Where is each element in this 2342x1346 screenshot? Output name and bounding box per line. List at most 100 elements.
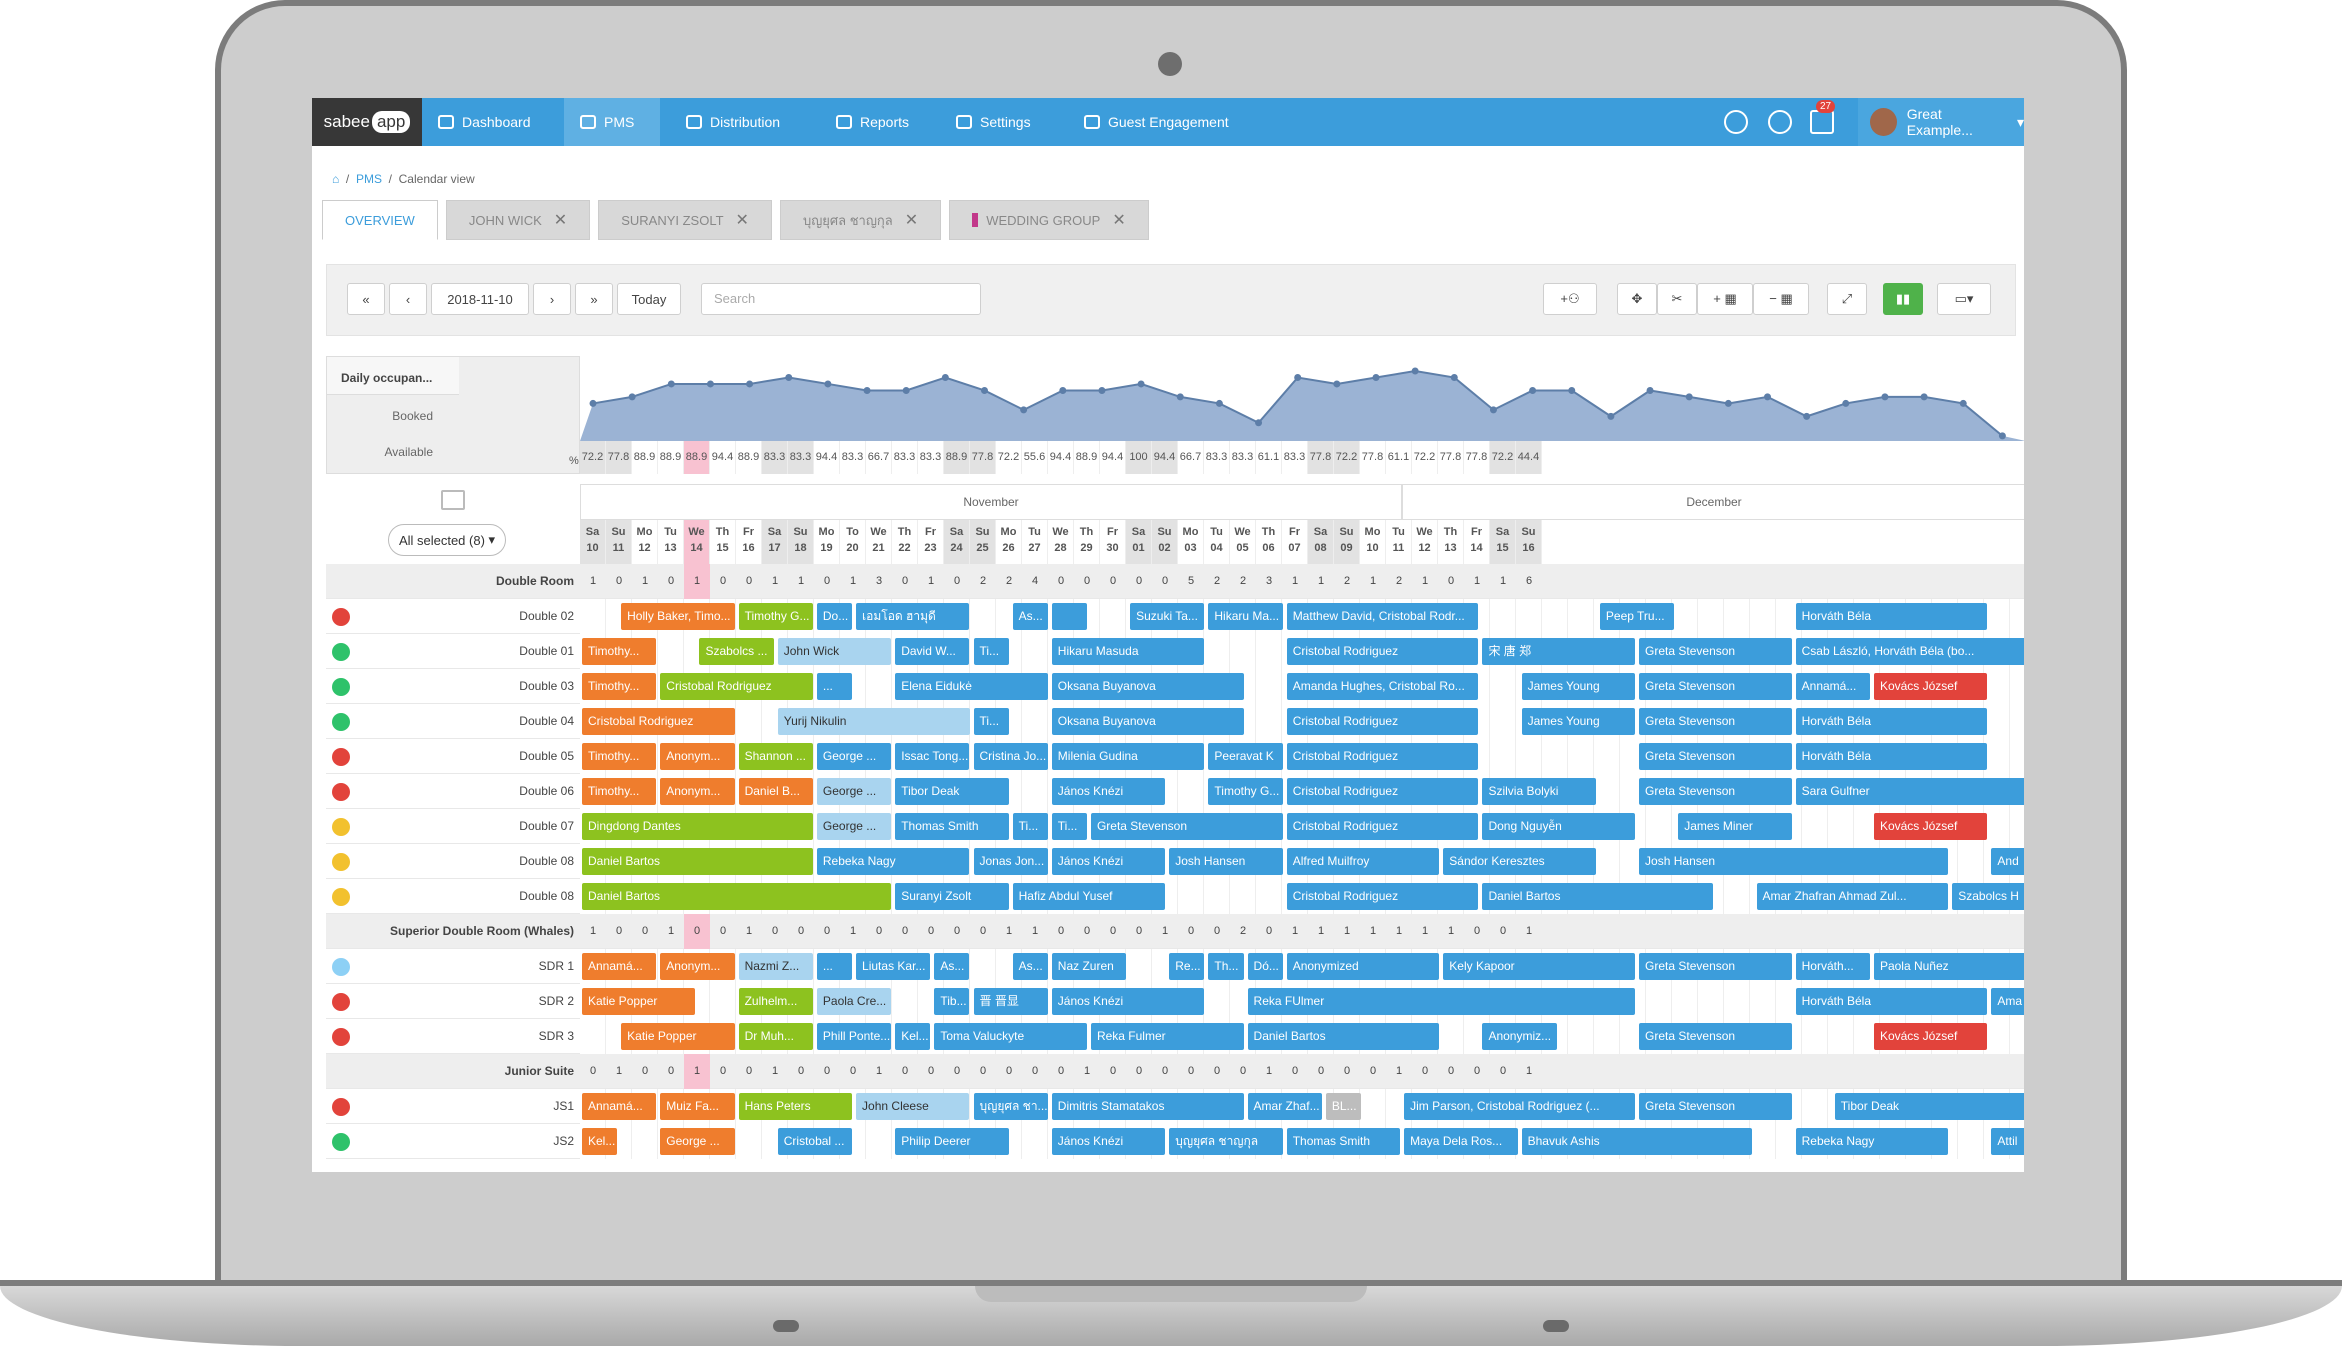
booking-bar[interactable]: Greta Stevenson xyxy=(1639,638,1792,665)
booking-bar[interactable]: Thomas Smith xyxy=(1286,1128,1401,1155)
close-icon[interactable]: ✕ xyxy=(904,212,919,229)
booking-bar[interactable]: Horváth... xyxy=(1795,953,1870,980)
room-status-icon[interactable] xyxy=(332,678,350,696)
booking-bar[interactable]: Bhavuk Ashis xyxy=(1521,1128,1753,1155)
breadcrumb-pms[interactable]: PMS xyxy=(355,172,382,186)
booking-lane[interactable]: Katie Popper Dr Muh... Phill Ponte... Kel..… xyxy=(580,1019,2024,1054)
booking-bar[interactable]: Daniel Bartos xyxy=(1482,883,1714,910)
booking-bar[interactable]: Dr Muh... xyxy=(738,1023,813,1050)
booking-bar[interactable]: Dó... xyxy=(1247,953,1283,980)
booking-bar[interactable]: Naz Zuren xyxy=(1051,953,1127,980)
room-status-icon[interactable] xyxy=(332,958,350,976)
tab-overview[interactable]: OVERVIEW xyxy=(322,200,438,240)
booking-bar[interactable]: Amar Zhaf... xyxy=(1247,1093,1322,1120)
booking-bar[interactable]: John Cleese xyxy=(856,1093,970,1120)
booking-bar[interactable]: Timothy... xyxy=(582,778,657,805)
booking-bar[interactable]: Liutas Kar... xyxy=(856,953,931,980)
first-page-icon[interactable]: « xyxy=(347,283,385,315)
booking-lane[interactable]: Holly Baker, Timo... Timothy G... Do... เอม… xyxy=(580,599,2024,634)
booking-lane[interactable]: Timothy... Szabolcs ... John Wick David W..… xyxy=(580,634,2024,669)
calendar-dropdown-icon[interactable]: ▭▾ xyxy=(1937,283,1991,315)
booking-bar[interactable]: Rebeka Nagy xyxy=(1795,1128,1949,1155)
nav-guest-engagement[interactable]: Guest Engagement xyxy=(1068,98,1248,146)
booking-bar[interactable]: Cristobal Rodriguez xyxy=(582,708,735,735)
booking-bar[interactable]: Do... xyxy=(816,603,853,630)
collapse-rows-icon[interactable]: − ▦ xyxy=(1753,283,1809,315)
booking-bar[interactable]: BL... xyxy=(1325,1093,1361,1120)
booking-bar[interactable]: Cristobal Rodriguez xyxy=(1286,743,1479,770)
booking-bar[interactable]: Anonymized xyxy=(1286,953,1440,980)
booking-bar[interactable]: Timothy G... xyxy=(1208,778,1283,805)
booking-bar[interactable]: János Knézi xyxy=(1051,778,1166,805)
booking-lane[interactable]: Timothy... Anonym... Daniel B... George ...… xyxy=(580,774,2024,809)
booking-bar[interactable]: Re... xyxy=(1169,953,1205,980)
booking-bar[interactable]: Toma Valuckyte xyxy=(934,1023,1087,1050)
booking-bar[interactable]: Szilvia Bolyki xyxy=(1482,778,1596,805)
booking-bar[interactable]: János Knézi xyxy=(1051,1128,1166,1155)
chart-toggle-icon[interactable]: ▮▮ xyxy=(1883,283,1923,315)
booking-bar[interactable]: Tibor Deak xyxy=(1834,1093,2024,1120)
booking-bar[interactable]: Yurij Nikulin xyxy=(777,708,970,735)
booking-bar[interactable]: Elena Eidukė xyxy=(895,673,1048,700)
booking-bar[interactable]: John Wick xyxy=(777,638,892,665)
expand-rows-icon[interactable]: + ▦ xyxy=(1697,283,1753,315)
booking-bar[interactable]: Kel... xyxy=(582,1128,618,1155)
notifications-icon[interactable] xyxy=(1810,110,1834,134)
booking-bar[interactable]: Kely Kapoor xyxy=(1443,953,1636,980)
booking-bar[interactable]: Hans Peters xyxy=(738,1093,853,1120)
close-icon[interactable]: ✕ xyxy=(553,212,568,229)
booking-bar[interactable]: Phill Ponte... xyxy=(816,1023,892,1050)
booking-bar[interactable]: David W... xyxy=(895,638,970,665)
booking-bar[interactable]: Peeravat K xyxy=(1208,743,1283,770)
room-status-icon[interactable] xyxy=(332,1028,350,1046)
booking-bar[interactable]: Cristobal Rodriguez xyxy=(1286,813,1479,840)
booking-bar[interactable]: บุญยุศล ชาญกุล xyxy=(1169,1128,1283,1155)
room-status-icon[interactable] xyxy=(332,643,350,661)
booking-bar[interactable]: Ti... xyxy=(1051,813,1087,840)
tab-suranyi-zsolt[interactable]: SURANYI ZSOLT ✕ xyxy=(598,200,772,240)
room-status-icon[interactable] xyxy=(332,783,350,801)
booking-bar[interactable]: Cristobal Rodriguez xyxy=(1286,638,1479,665)
booking-bar[interactable]: Philip Deerer xyxy=(895,1128,1009,1155)
room-status-icon[interactable] xyxy=(332,1098,350,1116)
booking-bar[interactable]: Oksana Buyanova xyxy=(1051,673,1244,700)
nav-dashboard[interactable]: Dashboard xyxy=(422,98,568,146)
booking-lane[interactable]: Timothy... Cristobal Rodriguez... Elena Ei… xyxy=(580,669,2024,704)
booking-bar[interactable]: Milenia Gudina xyxy=(1051,743,1205,770)
close-icon[interactable]: ✕ xyxy=(735,212,749,229)
occupancy-title[interactable]: Daily occupan... xyxy=(327,357,459,395)
search-input[interactable]: Search xyxy=(701,283,981,315)
booking-bar[interactable]: Timothy... xyxy=(582,638,657,665)
booking-bar[interactable]: As... xyxy=(1012,603,1048,630)
booking-bar[interactable]: Timothy G... xyxy=(738,603,813,630)
booking-bar[interactable]: เอมโอด ฮามุดี xyxy=(856,603,970,630)
booking-lane[interactable]: Katie Popper Zulhelm... Paola Cre... Tib...… xyxy=(580,984,2024,1019)
booking-bar[interactable]: Annamá... xyxy=(582,953,657,980)
booking-bar[interactable]: Daniel Bartos xyxy=(1247,1023,1440,1050)
add-icon[interactable] xyxy=(1768,110,1792,134)
booking-bar[interactable]: Issac Tong... xyxy=(895,743,970,770)
booking-bar[interactable]: Rebeka Nagy xyxy=(816,848,970,875)
booking-bar[interactable]: Suranyi Zsolt xyxy=(895,883,1009,910)
booking-bar[interactable]: James Young xyxy=(1521,673,1636,700)
booking-bar[interactable]: Katie Popper xyxy=(582,988,696,1015)
booking-bar[interactable]: Horváth Béla xyxy=(1795,988,1988,1015)
booking-bar[interactable]: Greta Stevenson xyxy=(1639,1023,1792,1050)
booking-bar[interactable]: Josh Hansen xyxy=(1169,848,1283,875)
room-status-icon[interactable] xyxy=(332,608,350,626)
booking-bar[interactable]: Peep Tru... xyxy=(1599,603,1675,630)
booking-bar[interactable]: Tib... xyxy=(934,988,970,1015)
date-input[interactable]: 2018-11-10 xyxy=(431,283,529,315)
tab-thai-guest[interactable]: บุญยุศล ชาญกุล ✕ xyxy=(779,200,942,240)
booking-bar[interactable]: Annamá... xyxy=(1795,673,1870,700)
booking-bar[interactable]: Holly Baker, Timo... xyxy=(621,603,735,630)
booking-bar[interactable]: Annamá... xyxy=(582,1093,657,1120)
booking-bar[interactable]: Amar Zhafran Ahmad Zul... xyxy=(1756,883,1949,910)
booking-bar[interactable]: Timothy... xyxy=(582,673,657,700)
booking-bar[interactable]: Greta Stevenson xyxy=(1639,743,1792,770)
booking-lane[interactable]: Kel... George ... Cristobal ... Philip Deer… xyxy=(580,1124,2024,1159)
booking-bar[interactable]: Ti... xyxy=(973,638,1009,665)
booking-bar[interactable]: Kovács József xyxy=(1873,1023,1988,1050)
booking-bar[interactable]: Anonym... xyxy=(660,778,735,805)
booking-bar[interactable]: Thomas Smith xyxy=(895,813,1009,840)
